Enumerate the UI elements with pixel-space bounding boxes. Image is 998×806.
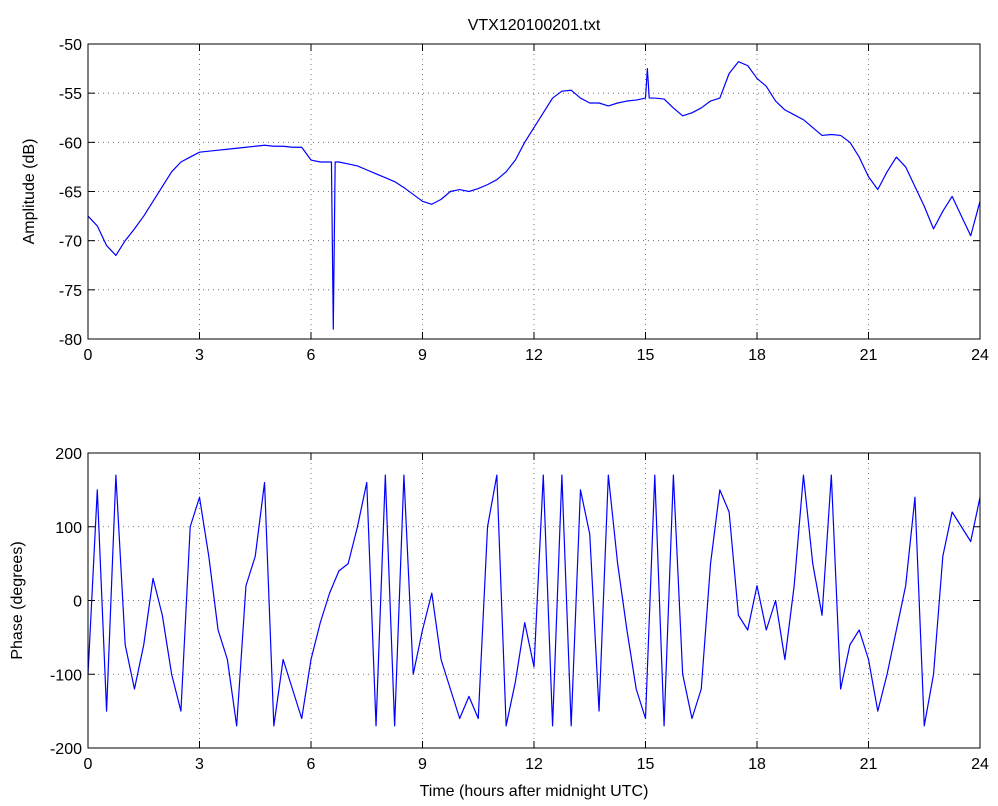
x-tick-label: 18: [748, 347, 766, 364]
y-tick-label: -75: [59, 283, 82, 300]
x-tick-label: 15: [637, 347, 655, 364]
x-tick-label: 12: [525, 347, 543, 364]
chart-title: VTX120100201.txt: [468, 17, 601, 34]
y-tick-label: -200: [50, 741, 82, 758]
x-tick-label: 6: [307, 756, 316, 773]
y-axis-label: Amplitude (dB): [21, 139, 38, 245]
x-tick-label: 3: [195, 347, 204, 364]
axes-box: [87, 452, 981, 749]
x-tick-label: 6: [307, 347, 316, 364]
x-tick-label: 24: [971, 347, 989, 364]
y-axis-label: Phase (degrees): [9, 541, 26, 659]
data-line: [87, 61, 981, 330]
y-tick-label: -60: [59, 135, 82, 152]
y-tick-label: -50: [59, 37, 82, 54]
data-line: [87, 474, 981, 727]
x-tick-label: 3: [195, 756, 204, 773]
y-tick-label: -70: [59, 234, 82, 251]
x-tick-label: 24: [971, 756, 989, 773]
y-tick-label: -80: [59, 332, 82, 349]
y-tick-label: -55: [59, 86, 82, 103]
x-tick-label: 21: [860, 756, 878, 773]
x-tick-label: 12: [525, 756, 543, 773]
y-tick-label: 100: [55, 520, 82, 537]
x-axis-label: Time (hours after midnight UTC): [420, 783, 649, 800]
axes-box: [87, 43, 981, 340]
x-tick-label: 9: [418, 347, 427, 364]
x-tick-label: 21: [860, 347, 878, 364]
y-tick-label: -65: [59, 185, 82, 202]
y-tick-label: -100: [50, 667, 82, 684]
x-tick-label: 18: [748, 756, 766, 773]
y-tick-label: 200: [55, 446, 82, 463]
y-tick-label: 0: [73, 594, 82, 611]
x-tick-label: 15: [637, 756, 655, 773]
x-tick-label: 0: [84, 756, 93, 773]
x-tick-label: 9: [418, 756, 427, 773]
x-tick-label: 0: [84, 347, 93, 364]
